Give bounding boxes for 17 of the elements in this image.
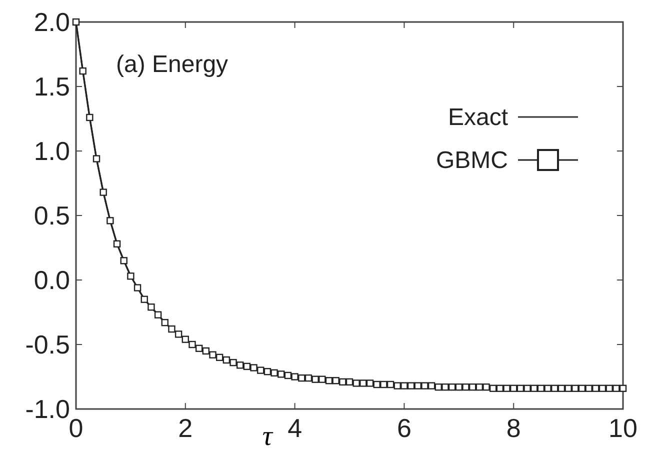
y-tick-label: -1.0 [25, 394, 70, 424]
x-tick-label: 0 [68, 413, 84, 443]
x-axis-title: τ [262, 421, 274, 452]
x-tick-label: 6 [396, 413, 412, 443]
y-tick-label: 2.0 [34, 7, 70, 37]
y-tick-label: -0.5 [25, 330, 70, 360]
x-tick-label: 8 [506, 413, 521, 443]
legend-label: Exact [448, 104, 508, 131]
y-tick-label: 0.5 [34, 200, 70, 230]
x-tick-label: 10 [608, 413, 638, 443]
y-tick-label: 1.5 [34, 72, 70, 102]
y-tick-label: 1.0 [34, 136, 70, 166]
x-tick-label: 2 [178, 413, 193, 443]
y-tick-label: 0.0 [34, 265, 70, 295]
legend-label: GBMC [436, 147, 508, 174]
annotation: (a) Energy [116, 51, 228, 78]
x-tick-label: 4 [288, 413, 302, 443]
